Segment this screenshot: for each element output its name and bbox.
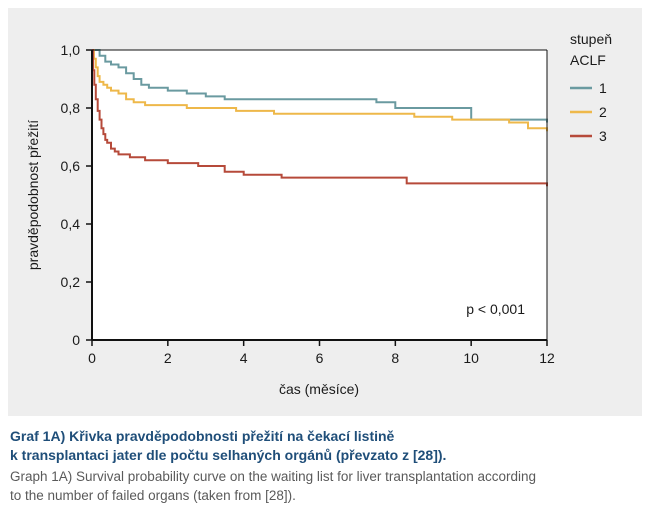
chart-panel: 0 2 4 6 8 10 12 0 0,2 0,4 0,6 0,8 1,0 pravděpodobnos…: [8, 8, 642, 416]
caption-subtitle-line2: to the number of failed organs (taken fr…: [10, 488, 296, 503]
legend: stupeň ACLF 1 2 3: [570, 31, 612, 144]
y-tick-label: 0: [72, 332, 80, 348]
legend-label-1: 1: [599, 80, 607, 96]
caption-subtitle-line1: Graph 1A) Survival probability curve on …: [10, 469, 537, 484]
x-tick-label: 0: [88, 350, 96, 366]
series-1-curve: [92, 49, 548, 123]
figure-caption: Graf 1A) Křivka pravděpodobnosti přežití…: [10, 427, 638, 505]
x-axis-label: čas (měsíce): [279, 381, 359, 397]
p-value-annotation: p < 0,001: [466, 301, 525, 317]
x-tick-label: 4: [240, 350, 248, 366]
caption-title-line2: k transplantaci jater dle počtu selhanýc…: [10, 447, 447, 463]
y-axis-label: pravděpodobnost přežití: [25, 120, 41, 270]
y-tick-label: 0,2: [61, 274, 81, 290]
series-3-curve: [92, 49, 548, 187]
legend-label-3: 3: [599, 128, 607, 144]
caption-title-line1: Graf 1A) Křivka pravděpodobnosti přežití…: [10, 428, 395, 444]
plot-area: [92, 50, 547, 340]
y-tick-label: 0,8: [61, 100, 81, 116]
series-2-curve: [92, 49, 548, 132]
x-tick-label: 12: [539, 350, 555, 366]
y-tick-label: 0,4: [61, 216, 81, 232]
legend-title-line2: ACLF: [570, 52, 606, 68]
y-tick-label: 1,0: [61, 42, 81, 58]
caption-subtitle: Graph 1A) Survival probability curve on …: [10, 467, 638, 505]
x-tick-label: 10: [463, 350, 479, 366]
y-tick-label: 0,6: [61, 158, 81, 174]
legend-label-2: 2: [599, 104, 607, 120]
x-tick-label: 6: [316, 350, 324, 366]
x-tick-label: 2: [164, 350, 172, 366]
caption-title: Graf 1A) Křivka pravděpodobnosti přežití…: [10, 427, 638, 465]
legend-title-line1: stupeň: [570, 31, 612, 47]
x-tick-label: 8: [391, 350, 399, 366]
